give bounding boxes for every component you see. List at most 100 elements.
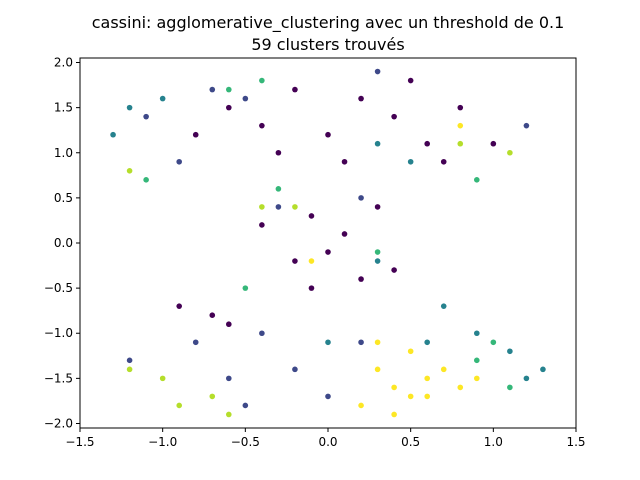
data-point: [374, 204, 381, 210]
data-point: [407, 348, 414, 355]
data-point: [424, 375, 431, 382]
data-point: [358, 276, 364, 282]
data-point: [308, 258, 315, 264]
x-tick-label: −1.5: [65, 435, 94, 449]
y-tick-label: 0.5: [54, 191, 73, 205]
data-point: [374, 140, 381, 147]
y-tick-label: −2.0: [44, 416, 73, 430]
data-point: [391, 267, 397, 273]
data-point: [374, 249, 381, 255]
data-point: [143, 113, 149, 120]
data-point: [424, 339, 431, 346]
data-point: [391, 113, 397, 120]
data-point: [490, 140, 497, 147]
data-point: [275, 149, 282, 156]
data-point: [325, 131, 331, 138]
data-point: [126, 104, 133, 111]
data-point: [440, 158, 447, 165]
x-tick-label: −1.0: [148, 435, 177, 449]
data-point: [275, 186, 282, 192]
data-point: [358, 402, 364, 409]
data-point: [259, 204, 265, 210]
data-point: [457, 122, 464, 129]
data-point: [407, 158, 414, 165]
data-point: [126, 357, 133, 364]
data-point: [159, 375, 166, 382]
y-tick-label: −1.5: [44, 371, 73, 385]
data-point: [325, 249, 331, 255]
x-axis: −1.5 −1.0 −0.5 0.0 0.5 1.0 1.5: [65, 428, 586, 449]
data-point: [176, 303, 182, 309]
data-point: [407, 77, 414, 84]
x-tick-label: −0.5: [231, 435, 260, 449]
data-point: [490, 339, 497, 346]
data-point: [507, 149, 513, 156]
data-point: [192, 339, 199, 346]
data-point: [226, 375, 232, 382]
data-point: [457, 104, 464, 111]
data-point: [391, 411, 397, 418]
data-point: [391, 384, 397, 391]
y-tick-label: 0.0: [54, 236, 73, 250]
data-point: [474, 357, 480, 364]
chart-title: cassini: agglomerative_clustering avec u…: [92, 13, 565, 33]
data-point: [292, 258, 298, 264]
data-point: [440, 303, 447, 309]
data-point: [259, 77, 265, 84]
data-point: [457, 140, 464, 147]
data-point: [474, 375, 480, 382]
data-point: [259, 330, 265, 337]
data-point: [474, 177, 480, 183]
data-point: [424, 393, 431, 400]
data-point: [242, 95, 249, 102]
data-point: [424, 140, 431, 147]
x-tick-label: 1.0: [484, 435, 503, 449]
data-point: [507, 384, 513, 391]
data-point: [126, 168, 133, 174]
data-point: [374, 366, 381, 373]
data-point: [209, 393, 216, 400]
data-point: [325, 339, 331, 346]
data-point: [523, 122, 530, 129]
data-point: [209, 312, 216, 319]
data-point: [292, 204, 298, 210]
data-point: [209, 86, 216, 93]
y-tick-label: −1.0: [44, 326, 73, 340]
data-point: [374, 258, 381, 264]
data-point: [192, 131, 199, 138]
data-point: [242, 402, 249, 409]
x-tick-label: 1.5: [566, 435, 585, 449]
x-tick-label: 0.0: [318, 435, 337, 449]
data-point: [176, 158, 182, 165]
data-point: [292, 366, 298, 373]
data-point: [523, 375, 530, 382]
data-point: [540, 366, 546, 373]
data-point: [457, 384, 464, 391]
chart-subtitle: 59 clusters trouvés: [251, 35, 404, 54]
y-tick-label: 1.0: [54, 146, 73, 160]
data-point: [159, 95, 166, 102]
data-points-layer: [110, 68, 546, 418]
x-tick-label: 0.5: [401, 435, 420, 449]
data-point: [358, 339, 364, 346]
data-point: [126, 366, 133, 373]
data-point: [226, 321, 232, 328]
data-point: [507, 348, 513, 355]
y-tick-label: 1.5: [54, 101, 73, 115]
data-point: [226, 104, 232, 111]
data-point: [242, 285, 249, 291]
data-point: [176, 402, 182, 409]
data-point: [292, 86, 298, 93]
data-point: [259, 122, 265, 129]
data-point: [341, 231, 348, 237]
data-point: [275, 204, 282, 210]
data-point: [226, 86, 232, 93]
data-point: [358, 195, 364, 201]
data-point: [110, 131, 116, 138]
data-point: [374, 68, 381, 75]
data-point: [308, 285, 315, 291]
data-point: [308, 213, 315, 219]
data-point: [143, 177, 149, 183]
y-tick-label: −0.5: [44, 281, 73, 295]
data-point: [407, 393, 414, 400]
